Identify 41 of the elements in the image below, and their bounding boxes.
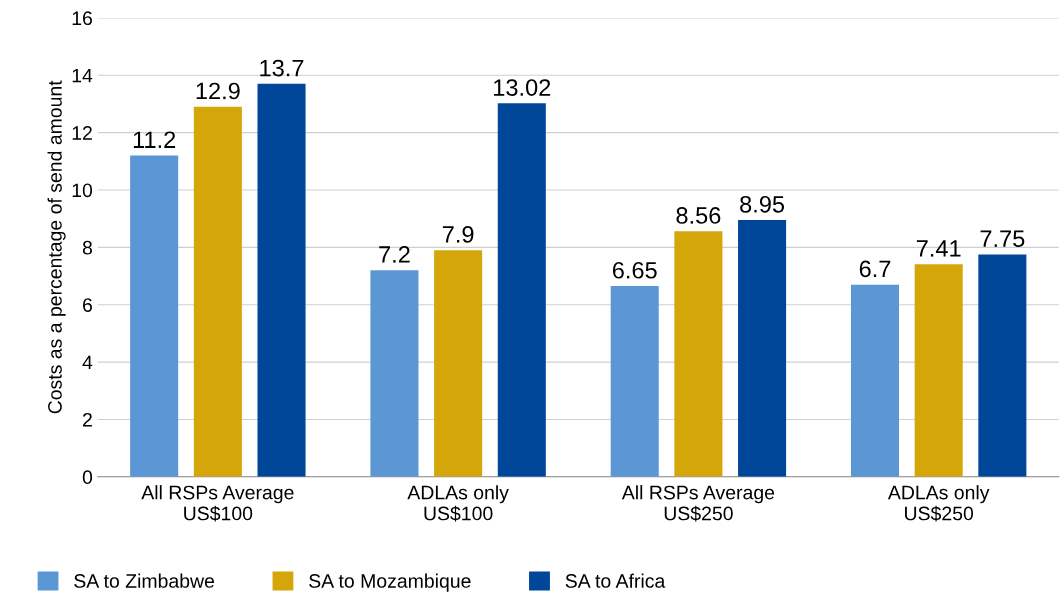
data-label: 7.2	[379, 246, 410, 263]
bar	[850, 284, 900, 477]
bar	[914, 264, 963, 477]
bar	[978, 254, 1027, 477]
y-tick-label: 14	[72, 68, 93, 83]
data-label: 7.9	[442, 226, 474, 243]
y-tick-label: 0	[82, 470, 93, 485]
data-label: 6.65	[612, 261, 657, 279]
y-tick-label: 4	[82, 355, 93, 370]
y-axis-title: Costs as a percentage of send amount	[47, 80, 66, 414]
x-tick-label: All RSPs Average US$250	[621, 485, 775, 522]
data-label: 6.7	[859, 260, 891, 278]
x-tick-label: ADLAs only US$250	[887, 485, 990, 522]
bar	[193, 106, 242, 477]
bar	[434, 250, 483, 477]
data-label: 12.9	[196, 82, 240, 100]
data-label: 13.02	[494, 79, 551, 96]
y-tick-label: 12	[72, 126, 92, 140]
bar	[610, 286, 659, 477]
legend-label: SA to Mozambique	[309, 573, 471, 592]
x-tick-label: All RSPs Average US$100	[141, 485, 294, 522]
bar	[738, 220, 787, 477]
x-tick-label: ADLAs only US$100	[407, 485, 509, 522]
y-tick-label: 6	[83, 298, 92, 312]
bar	[257, 83, 306, 477]
data-label: 7.75	[980, 230, 1025, 248]
y-tick-label: 16	[72, 11, 92, 26]
data-label: 8.95	[740, 195, 785, 213]
data-label: 13.7	[260, 59, 304, 77]
bar	[497, 103, 546, 477]
bar	[674, 231, 723, 477]
data-label: 11.2	[133, 131, 176, 148]
legend-label: SA to Zimbabwe	[74, 573, 215, 588]
data-label: 7.41	[916, 240, 961, 257]
legend-label: SA to Africa	[565, 573, 666, 588]
bar	[370, 270, 419, 477]
data-label: 8.56	[676, 207, 721, 224]
bar	[130, 155, 179, 477]
y-tick-label: 8	[82, 240, 92, 255]
y-tick-label: 10	[72, 183, 93, 198]
y-tick-label: 2	[83, 412, 92, 427]
